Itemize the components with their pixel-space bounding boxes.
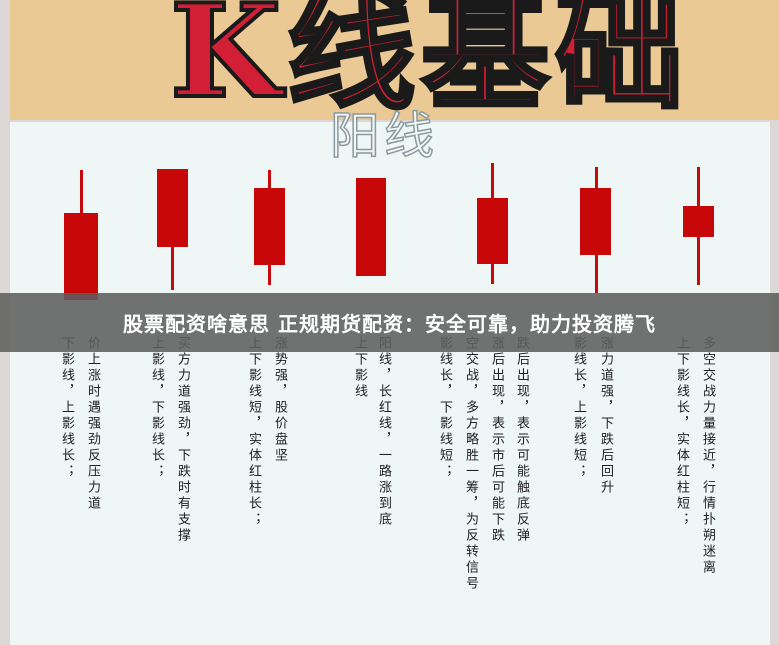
title: K线基础 — [168, 0, 690, 120]
description: 多空交战力量接近，行情扑朔迷离 — [700, 336, 715, 576]
candle-body — [356, 178, 386, 276]
candle-body — [683, 206, 714, 237]
description: 影线长，上影线短； — [571, 336, 586, 480]
candle-body — [580, 188, 611, 255]
description: 跌后出现，表示可能触底反弹 — [514, 336, 529, 544]
description: 上下影线 — [352, 336, 367, 400]
description: 空交战，多方略胜一筹，为反转信号 — [463, 336, 478, 592]
description: 下影线，上影线长； — [59, 336, 74, 480]
description: 阳线，长红线，一路涨到底 — [376, 336, 391, 528]
description: 价上涨时遇强劲反压力道 — [85, 336, 100, 512]
description: 涨力道强，下跌后回升 — [598, 336, 613, 496]
content-panel — [10, 122, 770, 645]
banner-text: 股票配资啥意思 正规期货配资：安全可靠，助力投资腾飞 — [123, 312, 656, 336]
candle-body — [64, 213, 98, 300]
candle-body — [254, 188, 285, 265]
candle-body — [157, 169, 188, 247]
overlay-banner: 股票配资啥意思 正规期货配资：安全可靠，助力投资腾飞 — [0, 293, 779, 352]
subtitle: 阳线 — [329, 106, 438, 166]
description: 影线长，下影线短； — [437, 336, 452, 480]
description: 涨后出现，表示市后可能下跌 — [489, 336, 504, 544]
header: K线基础 — [10, 0, 779, 120]
description: 上影线，下影线长； — [149, 336, 164, 480]
description: 上下影线短，实体红柱长； — [246, 336, 261, 528]
description: 买方力道强劲，下跌时有支撑 — [175, 336, 190, 544]
description: 涨势强，股价盘坚 — [272, 336, 287, 464]
description: 上下影线长，实体红柱短； — [674, 336, 689, 528]
candle-body — [477, 198, 508, 264]
